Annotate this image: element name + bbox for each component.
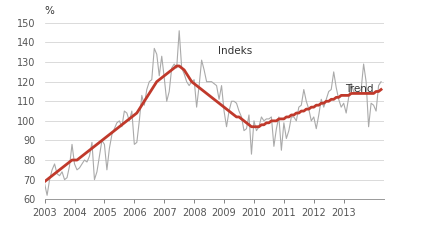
- Text: Indeks: Indeks: [218, 46, 252, 56]
- Text: Trend: Trend: [345, 84, 374, 93]
- Text: %: %: [45, 6, 54, 16]
